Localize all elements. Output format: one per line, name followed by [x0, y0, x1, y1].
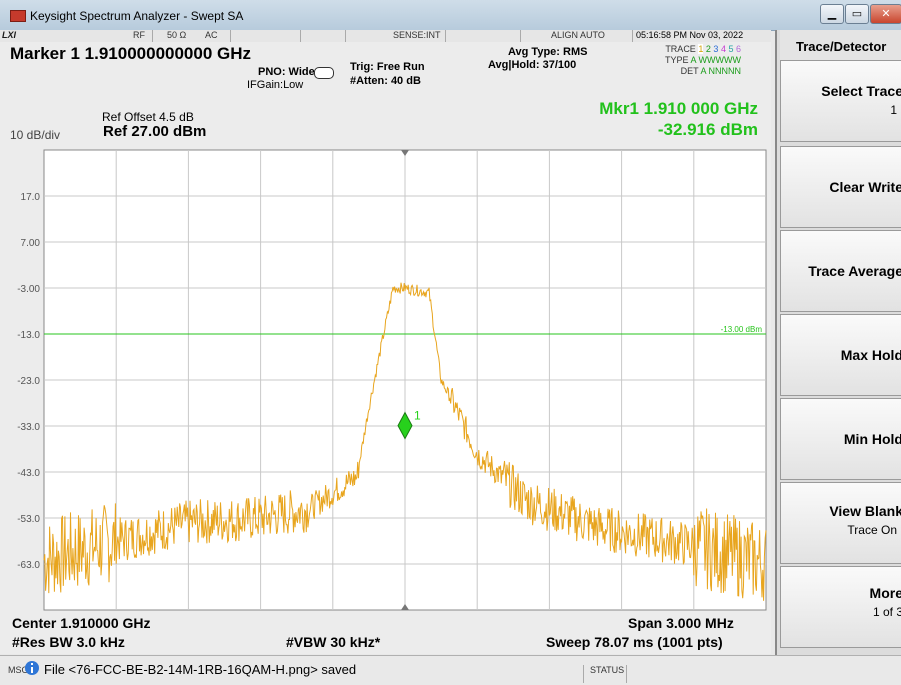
trace-1-line [43, 282, 767, 601]
marker-readout: Mkr1 1.910 000 GHz -32.916 dBm [599, 98, 758, 140]
softkey-menu-title-text: Trace/Detector [796, 39, 887, 54]
center-bottom-triangle-icon [401, 604, 409, 610]
view-blank-button[interactable]: View Blank Trace On [780, 482, 901, 564]
app-icon [10, 10, 26, 22]
spectrum-plot[interactable]: 17.0 7.00 -3.00 -13.0 -23.0 -33.0 -43.0 -53.0 -6… [0, 142, 771, 614]
measurement-footer [0, 612, 771, 654]
y-tick-label: -13.0 [17, 330, 40, 341]
attenuation-label: #Atten: 40 dB [350, 75, 421, 87]
marker-amplitude: -32.916 dBm [657, 120, 758, 139]
avg-type-label: Avg Type: RMS [508, 46, 588, 58]
ref-offset-label: Ref Offset 4.5 dB [102, 110, 194, 124]
impedance-label: 50 Ω [167, 30, 187, 40]
clear-write-button[interactable]: Clear Write [780, 146, 901, 228]
y-tick-label: 7.00 [21, 238, 41, 249]
y-tick-label: -33.0 [17, 422, 40, 433]
center-frequency-label[interactable]: Center 1.910000 GHz [12, 615, 151, 631]
res-bw-label[interactable]: #Res BW 3.0 kHz [12, 634, 125, 650]
y-tick-label: -3.00 [17, 284, 40, 295]
coupling-label: AC [205, 30, 218, 40]
y-tick-label: -43.0 [17, 468, 40, 479]
y-tick-label: -23.0 [17, 376, 40, 387]
trace-5-indicator[interactable]: 5 [728, 44, 734, 54]
type-value: A WWWWW [690, 55, 742, 65]
ifgain-label: IFGain:Low [247, 79, 304, 91]
info-icon [25, 661, 39, 675]
det-label: DET [680, 66, 699, 76]
avg-hold-label: Avg|Hold: 37/100 [488, 59, 577, 71]
select-trace-value: 1 [890, 103, 897, 117]
trace-label: TRACE [665, 44, 696, 54]
rf-label: RF [133, 30, 145, 40]
max-hold-button[interactable]: Max Hold [780, 314, 901, 396]
pno-label: PNO: Wide [258, 66, 315, 78]
msg-label: MSG [8, 665, 29, 675]
lxi-logo: LXI [2, 30, 17, 40]
trace-1-indicator[interactable]: 1 [698, 44, 704, 54]
view-blank-value: Trace On [847, 523, 897, 537]
type-label: TYPE [665, 55, 689, 65]
trace-average-label: Trace Average [808, 263, 901, 279]
close-button[interactable]: ✕ [870, 4, 901, 24]
sweep-label[interactable]: Sweep 78.07 ms (1001 pts) [546, 634, 723, 650]
sense-label: SENSE:INT [393, 30, 441, 40]
trigger-label: Trig: Free Run [350, 61, 425, 73]
more-page-label: 1 of 3 [872, 605, 901, 619]
maximize-button[interactable]: ▭ [845, 4, 869, 24]
more-label: More [869, 585, 901, 601]
datetime-label: 05:16:58 PM Nov 03, 2022 [636, 30, 744, 40]
span-label[interactable]: Span 3.000 MHz [628, 615, 734, 631]
message-bar: MSG File <76-FCC-BE-B2-14M-1RB-16QAM-H.p… [0, 655, 901, 685]
select-trace-button[interactable]: Select Trace 1 [780, 60, 901, 142]
trace-average-button[interactable]: Trace Average [780, 230, 901, 312]
status-label: STATUS [583, 665, 627, 683]
select-trace-label: Select Trace [821, 83, 901, 99]
max-hold-label: Max Hold [840, 347, 901, 363]
vbw-label[interactable]: #VBW 30 kHz* [286, 634, 381, 650]
trace-2-indicator[interactable]: 2 [705, 44, 711, 54]
marker-1-diamond[interactable] [397, 411, 413, 440]
marker-1-label: 1 [414, 409, 421, 423]
marker-title: Marker 1 1.910000000000 GHz [10, 44, 252, 63]
more-button[interactable]: More 1 of 3 [780, 566, 901, 648]
ref-level-label: Ref 27.00 dBm [103, 123, 207, 140]
minimize-button[interactable]: ▁ [820, 4, 844, 24]
status-message: File <76-FCC-BE-B2-14M-1RB-16QAM-H.png> … [44, 662, 357, 677]
window-title: Keysight Spectrum Analyzer - Swept SA [30, 9, 244, 23]
view-blank-label: View Blank [829, 503, 901, 519]
softkey-panel: Trace/Detector Select Trace 1 Clear Writ… [775, 30, 901, 655]
pno-toggle-icon [314, 67, 334, 79]
clear-write-label: Clear Write [829, 179, 901, 195]
trace-4-indicator[interactable]: 4 [720, 44, 726, 54]
min-hold-label: Min Hold [843, 431, 901, 447]
trace-3-indicator[interactable]: 3 [713, 44, 719, 54]
align-label: ALIGN AUTO [551, 30, 605, 40]
measurement-header [0, 42, 771, 146]
scale-label: 10 dB/div [10, 128, 61, 142]
marker-frequency: Mkr1 1.910 000 GHz [599, 99, 758, 118]
window-title-bar: Keysight Spectrum Analyzer - Swept SA ▁ … [0, 0, 901, 31]
trace-6-indicator[interactable]: 6 [736, 44, 742, 54]
softkey-menu-title: Trace/Detector [780, 30, 901, 61]
center-top-triangle-icon [401, 150, 409, 156]
y-tick-label: -53.0 [17, 514, 40, 525]
y-tick-label: 17.0 [21, 192, 41, 203]
limit-line-label: -13.00 dBm [721, 325, 763, 334]
min-hold-button[interactable]: Min Hold [780, 398, 901, 480]
trace-indicator: TRACE 1 2 3 4 5 6 TYPE A WWWWW DET A NNN… [665, 44, 741, 77]
det-value: A NNNNN [700, 66, 742, 76]
y-tick-label: -63.0 [17, 560, 40, 571]
